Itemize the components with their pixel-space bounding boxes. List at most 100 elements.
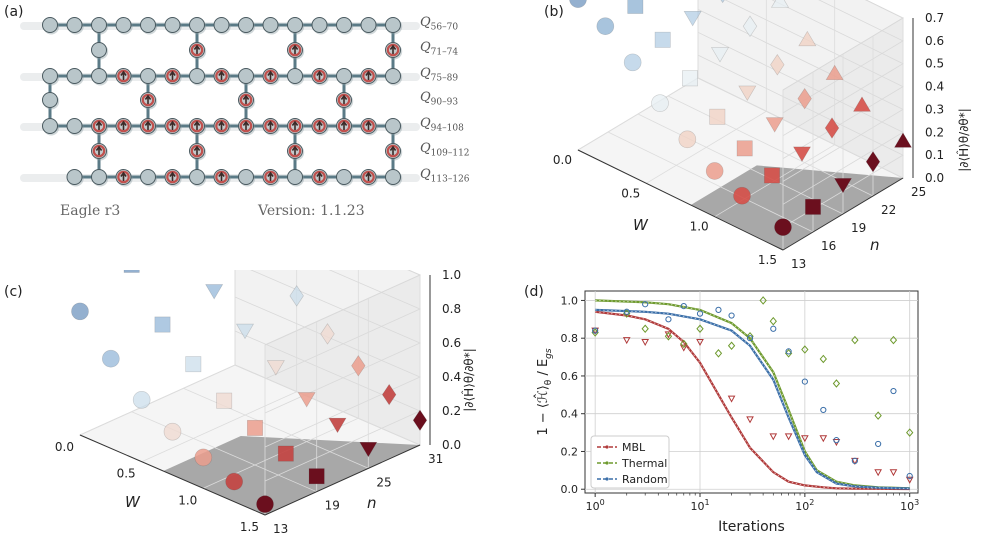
qubit-lattice [20, 17, 420, 187]
qubit [66, 118, 84, 136]
qubit [189, 169, 207, 187]
qubit [42, 118, 60, 136]
marker-triangle-down [710, 47, 730, 63]
sample-triangle [679, 344, 688, 352]
marker-circle [225, 472, 243, 491]
n-tick-label: 25 [376, 475, 391, 489]
qubit-body [66, 118, 83, 134]
qubit [385, 68, 403, 86]
marker-triangle-down [683, 10, 702, 27]
row-label: Q56–70 [420, 15, 458, 33]
marker-circle [569, 0, 587, 8]
row-label-range: 113–126 [430, 174, 470, 185]
qubit [42, 92, 60, 110]
marker-triangle-down [205, 284, 224, 300]
marker-square [736, 140, 753, 157]
marker-square [764, 167, 780, 184]
qubit [189, 118, 207, 136]
qubit-body [91, 169, 107, 185]
row-label: Q113–126 [420, 167, 470, 185]
spin-arrow [120, 171, 127, 181]
sample-diamond [819, 354, 827, 364]
qubit [91, 118, 109, 136]
marker-circle [163, 422, 182, 441]
sample-triangle [874, 469, 882, 477]
z-tick-label: 0.5 [925, 57, 944, 71]
marker-diamond [320, 323, 335, 345]
sample-diamond [664, 332, 673, 341]
sample-triangle [819, 435, 828, 443]
marker-circle [733, 186, 751, 205]
x-tick-label: 102 [795, 498, 814, 513]
marker-triangle-down [266, 360, 285, 376]
sample-diamond [874, 411, 882, 420]
sample-circle [851, 457, 858, 465]
marker-circle [774, 218, 792, 236]
legend-swatch-dot [605, 461, 609, 465]
spin-arrow [242, 120, 250, 130]
row-label-q: Q [420, 15, 431, 30]
w-tick-label: 1.5 [758, 253, 777, 267]
qubit-body [287, 68, 303, 84]
x-tick-base: 10 [900, 500, 914, 513]
qubit-body [66, 68, 83, 84]
sample-diamond [714, 349, 723, 358]
n-tick-label: 22 [881, 203, 896, 217]
qubit-body [42, 118, 58, 134]
qubit-body [91, 68, 107, 84]
x-tick-base: 10 [690, 500, 704, 513]
qubit-body [238, 17, 254, 33]
spin-arrow [291, 44, 299, 54]
spin-arrow [267, 120, 274, 130]
w-tick-label: 1.0 [178, 493, 197, 507]
z-tick-label: 1.0 [442, 270, 461, 282]
sample-circle [906, 472, 913, 480]
sample-circle [715, 306, 722, 313]
marker-square [709, 108, 726, 125]
spin-arrow [340, 94, 348, 104]
n-tick-label: 16 [821, 239, 836, 253]
marker-diamond [382, 383, 397, 406]
qubit [360, 118, 378, 136]
x-tick-exp: 0 [600, 498, 605, 507]
marker-triangle-up [852, 96, 872, 112]
qubit [42, 68, 60, 86]
marker-diamond [797, 87, 812, 110]
scatter3d-b: 0.00.51.01.5 13161922250.00.10.20.30.40.5… [553, 0, 971, 270]
z-tick-label: 0.0 [925, 171, 944, 185]
qubit-body [336, 68, 352, 84]
device-name: Eagle r3 [60, 203, 121, 219]
marker-diamond [351, 355, 366, 377]
spin-arrow [95, 145, 103, 155]
sample-circle [890, 387, 897, 395]
qubit [385, 42, 403, 60]
sample-diamond [769, 316, 777, 326]
z-tick-label: 0.2 [925, 125, 944, 139]
marker-diamond [770, 54, 785, 76]
z-tick-label: 0.6 [925, 34, 944, 48]
spin-arrow [365, 120, 372, 130]
n-tick-label: 19 [325, 499, 340, 513]
spin-arrow [193, 145, 201, 155]
w-axis-label: W [125, 493, 141, 511]
qubit-body [91, 42, 107, 58]
sample-triangle [905, 476, 914, 484]
qubit [189, 42, 207, 60]
qubit [262, 68, 280, 86]
z-tick-label: 0.4 [442, 370, 461, 384]
qubit-body [140, 68, 156, 84]
qubit [238, 118, 256, 136]
qubit [336, 17, 354, 35]
marker-triangle-down [765, 117, 784, 133]
qubit [213, 169, 231, 187]
qubit [336, 169, 354, 187]
n-tick-label: 19 [851, 221, 866, 235]
marker-diamond [865, 150, 881, 173]
spin-arrow [193, 44, 201, 54]
marker-square [682, 70, 698, 87]
axis-w [79, 434, 266, 516]
row-label-q: Q [420, 141, 431, 156]
marker-triangle-down [359, 441, 378, 458]
marker-diamond [742, 15, 758, 38]
spin-arrow [193, 120, 201, 130]
